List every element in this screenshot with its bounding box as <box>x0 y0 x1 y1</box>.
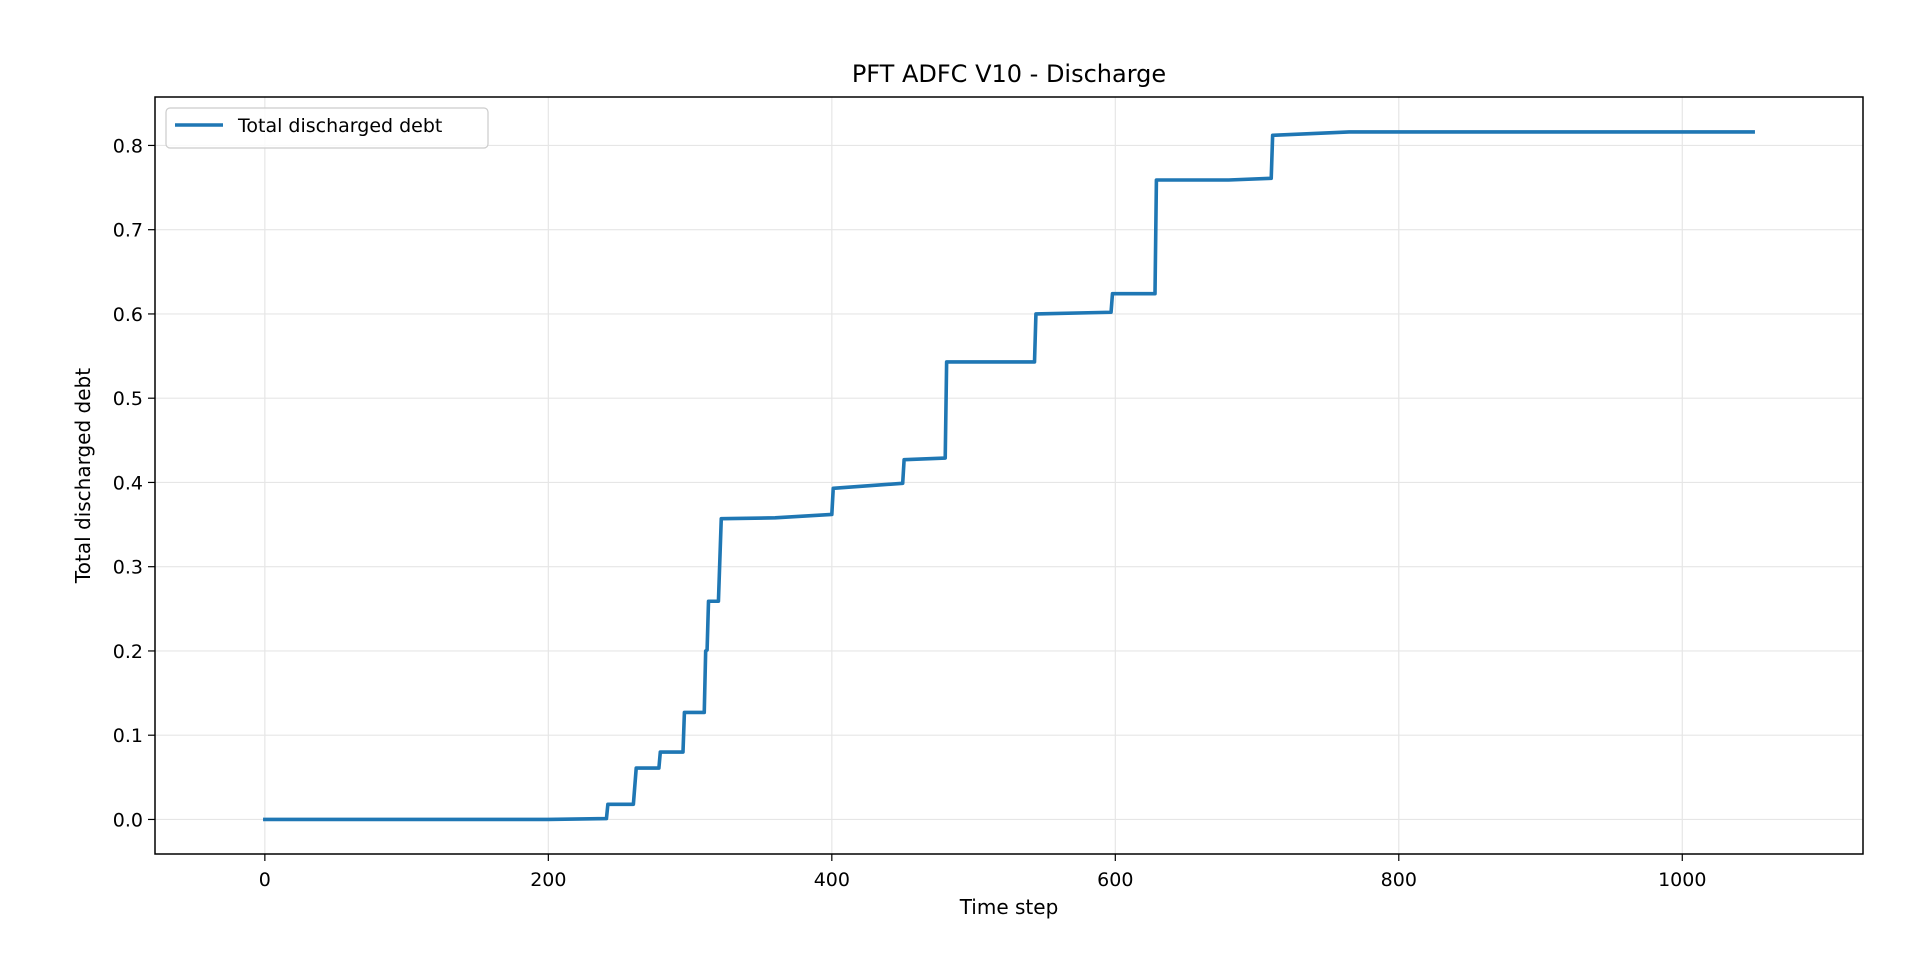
x-tick-label: 800 <box>1381 869 1417 891</box>
legend-label: Total discharged debt <box>237 115 442 137</box>
legend-box <box>165 107 489 149</box>
grid <box>155 97 1863 854</box>
x-tick-label: 400 <box>814 869 850 891</box>
plot-frame <box>154 96 1864 855</box>
y-tick-label: 0.8 <box>113 135 143 157</box>
y-tick-label: 0.6 <box>113 304 143 326</box>
y-tick-label: 0.2 <box>113 641 143 663</box>
x-axis-ticks: 0 200 400 600 800 1000 <box>259 854 1706 891</box>
legend: Total discharged debt <box>165 107 489 149</box>
y-tick-label: 0.1 <box>113 725 143 747</box>
y-tick-label: 0.7 <box>113 220 143 242</box>
y-tick-label: 0.0 <box>113 809 143 831</box>
x-tick-label: 600 <box>1097 869 1133 891</box>
series-line <box>263 130 1755 822</box>
x-tick-label: 200 <box>530 869 566 891</box>
chart-title: PFT ADFC V10 - Discharge <box>852 60 1166 88</box>
x-tick-label: 1000 <box>1658 869 1706 891</box>
y-tick-label: 0.3 <box>113 557 143 579</box>
y-tick-label: 0.5 <box>113 388 143 410</box>
y-axis-label: Total discharged debt <box>71 368 95 584</box>
y-tick-label: 0.4 <box>113 472 143 494</box>
x-tick-label: 0 <box>259 869 271 891</box>
x-axis-label: Time step <box>959 895 1059 919</box>
y-axis-ticks: 0.0 0.1 0.2 0.3 0.4 0.5 0.6 0.7 0.8 <box>113 135 155 831</box>
series-layer <box>263 130 1755 822</box>
